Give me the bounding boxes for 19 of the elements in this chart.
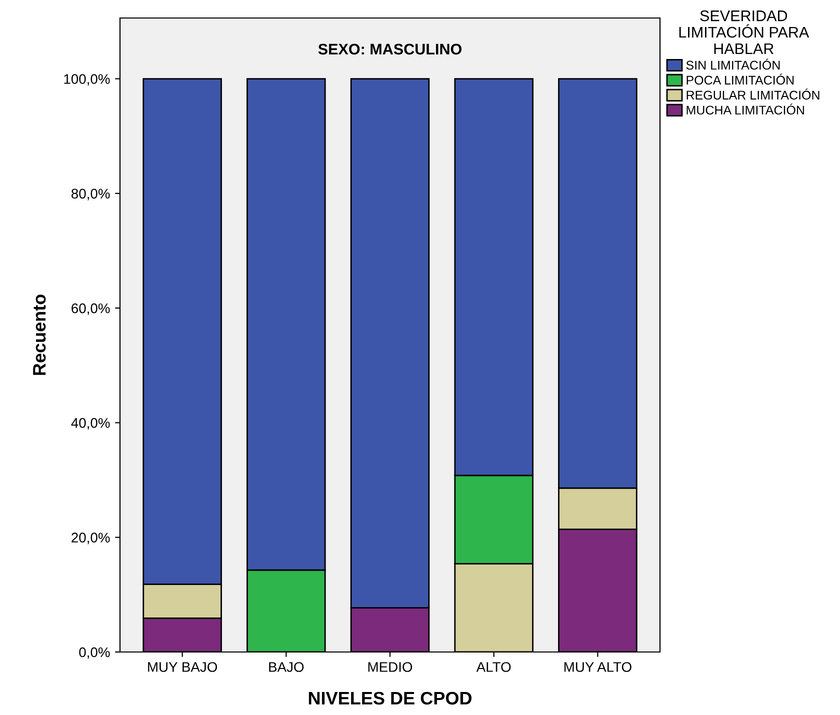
y-tick-label: 20,0% (72, 532, 110, 544)
y-tick-label: 80,0% (72, 188, 110, 200)
legend-label: REGULAR LIMITACIÓN (686, 88, 820, 100)
x-tick-label: MEDIO (368, 662, 412, 672)
y-tick-label: 40,0% (71, 418, 110, 430)
x-tick-label: MUY ALTO (564, 662, 632, 672)
y-axis-title: Recuento (33, 294, 46, 375)
text: SEXO: MASCULINO (318, 44, 462, 55)
legend-label: MUCHA LIMITACIÓN (686, 104, 804, 115)
y-tick-label: 0,0% (79, 647, 110, 659)
x-tick-label: BAJO (269, 662, 304, 672)
y-tick-label: 60,0% (72, 303, 110, 315)
x-tick-label: MUY BAJO (148, 662, 218, 672)
x-tick-label: ALTO (476, 662, 511, 672)
legend-label: SIN LIMITACIÓN (686, 58, 780, 70)
x-axis-title: NIVELES DE CPOD (308, 692, 472, 705)
legend-title: SEVERIDAD LIMITACIÓN PARA HABLAR (679, 10, 810, 54)
legend-label: POCA LIMITACIÓN (686, 74, 794, 85)
y-tick-label: 100,0% (64, 74, 110, 86)
